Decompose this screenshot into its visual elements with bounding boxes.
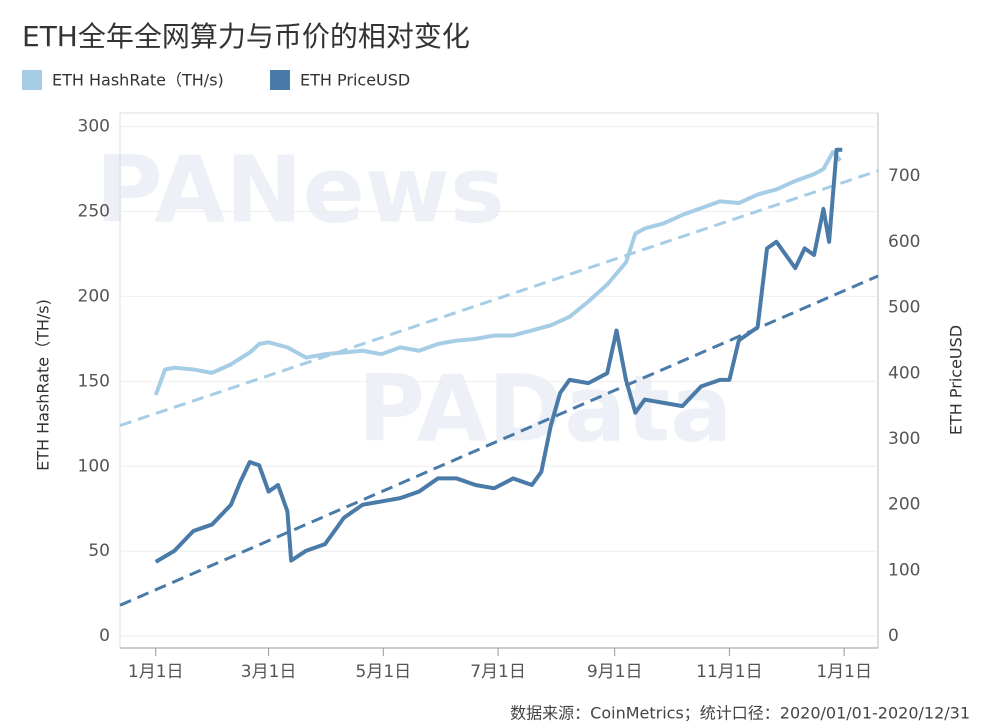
y-tick-label: 100 <box>78 456 110 476</box>
x-tick-label: 11月1日 <box>696 662 762 682</box>
y2-tick-label: 100 <box>888 560 920 580</box>
y2-axis-title: ETH PriceUSD <box>947 325 966 435</box>
y2-tick-label: 300 <box>888 429 920 449</box>
x-tick-label: 3月1日 <box>241 662 297 682</box>
legend-swatch <box>22 70 42 90</box>
y2-tick-label: 700 <box>888 166 920 186</box>
legend-label: ETH HashRate（TH/s) <box>52 71 224 90</box>
x-tick-label: 1月1日 <box>128 662 184 682</box>
series-line <box>153 150 842 396</box>
x-tick-label: 5月1日 <box>356 662 412 682</box>
y-tick-label: 150 <box>78 371 110 391</box>
y2-tick-label: 200 <box>888 495 920 515</box>
y2-tick-label: 600 <box>888 232 920 252</box>
x-tick-label: 9月1日 <box>587 662 643 682</box>
y2-tick-label: 0 <box>888 626 899 646</box>
y-tick-label: 250 <box>78 202 110 222</box>
watermark: PANews <box>95 136 504 243</box>
y-tick-label: 50 <box>88 541 110 561</box>
series-line <box>154 147 843 564</box>
source: 数据来源：CoinMetrics；统计口径：2020/01/01-2020/12… <box>510 704 970 722</box>
y2-tick-label: 400 <box>888 363 920 383</box>
y-axis-title: ETH HashRate（TH/s) <box>34 299 53 471</box>
x-tick-label: 7月1日 <box>470 662 526 682</box>
legend-swatch <box>270 70 290 90</box>
y-tick-label: 0 <box>99 626 110 646</box>
chart-title: ETH全年全网算力与币价的相对变化 <box>22 20 470 53</box>
trend-line <box>119 169 879 427</box>
y-tick-label: 200 <box>78 286 110 306</box>
legend-label: ETH PriceUSD <box>300 71 410 90</box>
x-tick-label: 1月1日 <box>816 662 872 682</box>
y-tick-label: 300 <box>78 117 110 137</box>
y2-tick-label: 500 <box>888 298 920 318</box>
